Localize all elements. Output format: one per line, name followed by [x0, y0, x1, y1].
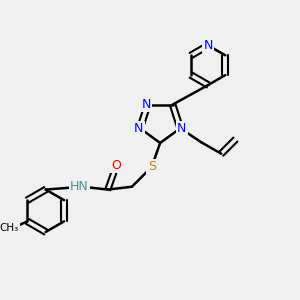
Text: N: N [134, 122, 143, 135]
Text: S: S [148, 160, 156, 173]
Text: N: N [142, 98, 151, 111]
Text: N: N [203, 39, 213, 52]
Text: CH₃: CH₃ [0, 224, 19, 233]
Text: N: N [177, 122, 186, 135]
Text: O: O [111, 159, 121, 172]
Text: HN: HN [70, 180, 89, 193]
